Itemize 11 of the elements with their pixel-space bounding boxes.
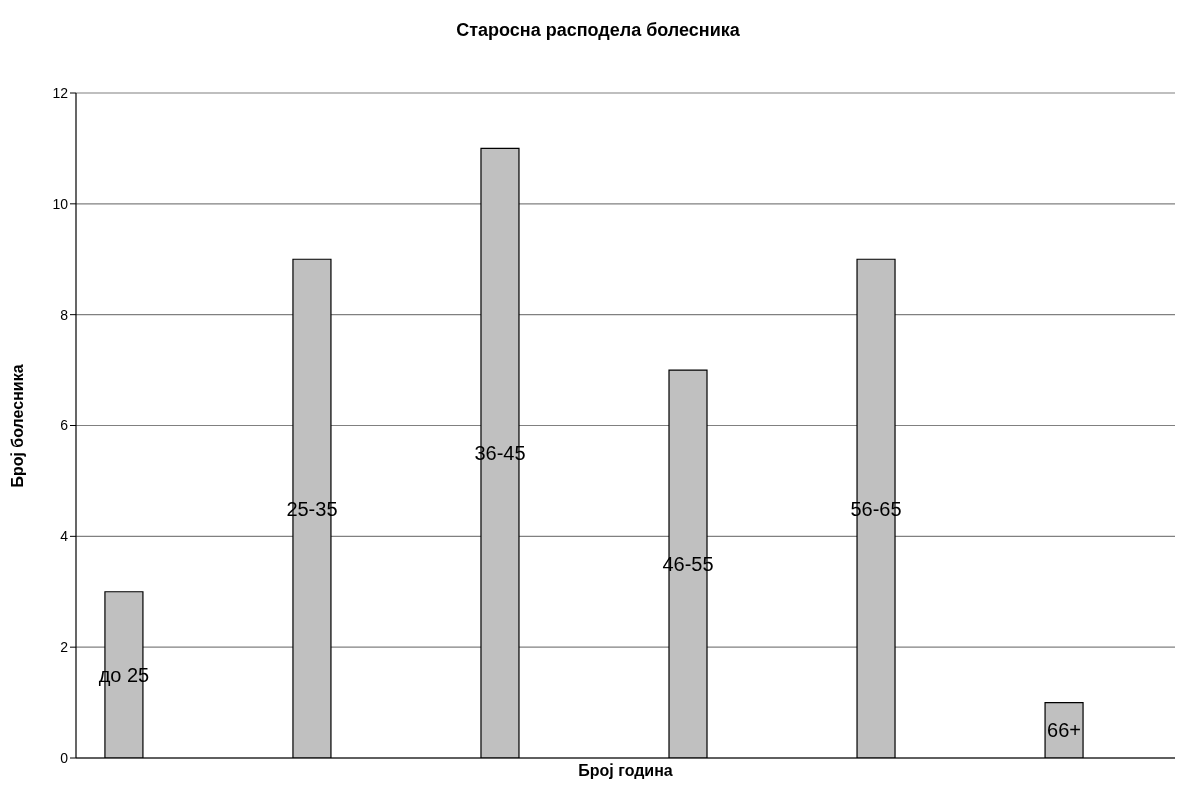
y-tick-label: 8 <box>60 306 69 323</box>
y-tick-label: 0 <box>60 749 69 766</box>
y-tick-label: 2 <box>60 639 69 656</box>
y-tick-label: 6 <box>60 417 69 434</box>
x-axis-title: Број година <box>577 762 674 780</box>
x-tick-label: 66+ <box>1047 719 1082 742</box>
chart-title: Старосна расподела болесника <box>455 20 741 41</box>
y-tick-label: 12 <box>52 84 69 101</box>
y-axis-title: Број болесника <box>9 363 27 488</box>
y-tick-label: 4 <box>60 528 69 545</box>
y-tick-label: 10 <box>52 195 69 212</box>
